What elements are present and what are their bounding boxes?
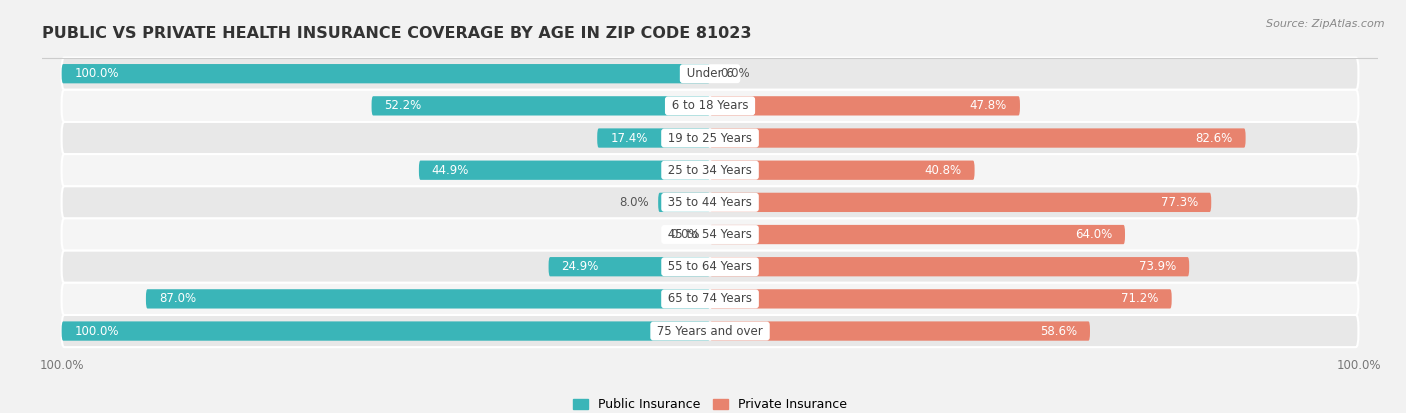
Text: 55 to 64 Years: 55 to 64 Years (664, 260, 756, 273)
FancyBboxPatch shape (62, 122, 1358, 154)
FancyBboxPatch shape (62, 251, 1358, 283)
FancyBboxPatch shape (62, 64, 710, 83)
Text: 44.9%: 44.9% (432, 164, 470, 177)
FancyBboxPatch shape (146, 289, 710, 309)
Text: 75 Years and over: 75 Years and over (654, 325, 766, 337)
FancyBboxPatch shape (710, 257, 1189, 276)
FancyBboxPatch shape (710, 321, 1090, 341)
Text: 82.6%: 82.6% (1195, 131, 1233, 145)
Text: 87.0%: 87.0% (159, 292, 195, 305)
Text: 6 to 18 Years: 6 to 18 Years (668, 100, 752, 112)
Text: 71.2%: 71.2% (1122, 292, 1159, 305)
Text: 77.3%: 77.3% (1161, 196, 1198, 209)
Text: 73.9%: 73.9% (1139, 260, 1177, 273)
Text: Source: ZipAtlas.com: Source: ZipAtlas.com (1267, 19, 1385, 28)
Text: 25 to 34 Years: 25 to 34 Years (664, 164, 756, 177)
Text: 19 to 25 Years: 19 to 25 Years (664, 131, 756, 145)
Text: 0.0%: 0.0% (720, 67, 749, 80)
FancyBboxPatch shape (710, 193, 1211, 212)
FancyBboxPatch shape (710, 128, 1246, 148)
FancyBboxPatch shape (62, 186, 1358, 218)
Text: 40.8%: 40.8% (925, 164, 962, 177)
Text: Under 6: Under 6 (683, 67, 737, 80)
FancyBboxPatch shape (62, 321, 710, 341)
Text: 65 to 74 Years: 65 to 74 Years (664, 292, 756, 305)
Text: 35 to 44 Years: 35 to 44 Years (664, 196, 756, 209)
Text: 0.0%: 0.0% (671, 228, 700, 241)
Text: 64.0%: 64.0% (1074, 228, 1112, 241)
Text: 47.8%: 47.8% (970, 100, 1007, 112)
FancyBboxPatch shape (62, 57, 1358, 90)
FancyBboxPatch shape (62, 218, 1358, 251)
FancyBboxPatch shape (62, 154, 1358, 186)
FancyBboxPatch shape (371, 96, 710, 116)
Text: 58.6%: 58.6% (1040, 325, 1077, 337)
FancyBboxPatch shape (710, 96, 1019, 116)
Text: 100.0%: 100.0% (75, 67, 120, 80)
Text: 52.2%: 52.2% (384, 100, 422, 112)
FancyBboxPatch shape (62, 283, 1358, 315)
Text: PUBLIC VS PRIVATE HEALTH INSURANCE COVERAGE BY AGE IN ZIP CODE 81023: PUBLIC VS PRIVATE HEALTH INSURANCE COVER… (42, 26, 752, 41)
Text: 100.0%: 100.0% (75, 325, 120, 337)
FancyBboxPatch shape (548, 257, 710, 276)
Legend: Public Insurance, Private Insurance: Public Insurance, Private Insurance (568, 393, 852, 413)
FancyBboxPatch shape (419, 161, 710, 180)
Text: 45 to 54 Years: 45 to 54 Years (664, 228, 756, 241)
FancyBboxPatch shape (62, 315, 1358, 347)
FancyBboxPatch shape (710, 161, 974, 180)
FancyBboxPatch shape (598, 128, 710, 148)
Text: 24.9%: 24.9% (561, 260, 599, 273)
Text: 8.0%: 8.0% (619, 196, 648, 209)
FancyBboxPatch shape (710, 289, 1171, 309)
FancyBboxPatch shape (658, 193, 710, 212)
FancyBboxPatch shape (62, 90, 1358, 122)
Text: 17.4%: 17.4% (610, 131, 648, 145)
FancyBboxPatch shape (710, 225, 1125, 244)
